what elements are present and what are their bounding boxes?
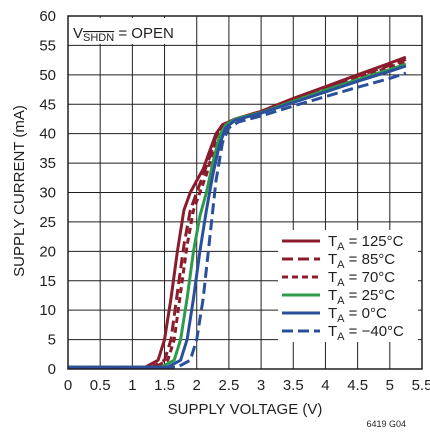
- legend-label-main-0: T: [328, 233, 337, 250]
- series-line-5: [68, 71, 407, 369]
- x-tick-label-11: 5.5: [412, 377, 430, 394]
- y-tick-label-5: 25: [39, 214, 56, 231]
- legend-label-main-4: T: [328, 305, 337, 322]
- y-tick-label-2: 10: [39, 302, 56, 319]
- legend-label-sub-2: A: [337, 277, 345, 289]
- legend-label-4: TA = 0°C: [328, 305, 387, 325]
- y-tick-label-1: 5: [48, 332, 56, 349]
- y-tick-label-6: 30: [39, 185, 56, 202]
- legend-label-1: TA = 85°C: [328, 251, 395, 271]
- y-tick-label-3: 15: [39, 273, 56, 290]
- plot-border: [67, 15, 423, 370]
- legend-label-main-3: T: [328, 287, 337, 304]
- legend-label-rest-4: = 0°C: [345, 305, 387, 322]
- annotation-prefix: V: [73, 25, 83, 42]
- x-tick-label-10: 5: [386, 377, 394, 394]
- legend-label-sub-1: A: [337, 259, 345, 271]
- y-tick-label-9: 45: [39, 96, 56, 113]
- x-tick-label-6: 3: [257, 377, 265, 394]
- legend-label-rest-3: = 25°C: [345, 287, 396, 304]
- legend-label-rest-2: = 70°C: [345, 269, 396, 286]
- figure-id: 6419 G04: [366, 419, 406, 429]
- annotation-background: [69, 18, 195, 44]
- y-tick-label-12: 60: [39, 8, 56, 25]
- x-tick-label-3: 1.5: [154, 377, 175, 394]
- y-tick-label-11: 55: [39, 37, 56, 54]
- annotation-box: VSHDN = OPEN: [69, 18, 195, 44]
- legend-label-main-2: T: [328, 269, 337, 286]
- series-line-4: [68, 64, 407, 369]
- legend-label-3: TA = 25°C: [328, 287, 395, 307]
- plot-frame: [67, 15, 423, 370]
- x-tick-label-0: 0: [64, 377, 72, 394]
- y-tick-label-8: 40: [39, 126, 56, 143]
- legend-label-0: TA = 125°C: [328, 233, 404, 253]
- x-tick-label-4: 2: [193, 377, 201, 394]
- legend-label-sub-3: A: [337, 295, 345, 307]
- y-tick-label-10: 50: [39, 67, 56, 84]
- legend-label-sub-4: A: [337, 313, 345, 325]
- x-tick-label-2: 1: [128, 377, 136, 394]
- legend-label-rest-1: = 85°C: [345, 251, 396, 268]
- x-tick-label-9: 4.5: [347, 377, 368, 394]
- y-tick-label-4: 20: [39, 243, 56, 260]
- legend-label-sub-0: A: [337, 241, 345, 253]
- x-tick-label-1: 0.5: [90, 377, 111, 394]
- legend-background: [278, 230, 418, 342]
- legend-label-main-5: T: [328, 323, 337, 340]
- y-tick-label-0: 0: [48, 361, 56, 378]
- legend: TA = 125°CTA = 85°CTA = 70°CTA = 25°CTA …: [278, 230, 418, 343]
- legend-label-2: TA = 70°C: [328, 269, 395, 289]
- legend-label-5: TA = −40°C: [328, 323, 404, 343]
- legend-label-sub-5: A: [337, 331, 345, 343]
- series-line-3: [68, 62, 407, 369]
- y-tick-label-7: 35: [39, 155, 56, 172]
- x-axis-title: SUPPLY VOLTAGE (V): [168, 401, 323, 418]
- annotation-text: VSHDN = OPEN: [73, 25, 174, 44]
- legend-label-rest-5: = −40°C: [345, 323, 405, 340]
- x-tick-labels: 0 0.5 1 1.5 2 2.5 3 3.5 4 4.5 5 5.5: [64, 377, 430, 394]
- legend-label-rest-0: = 125°C: [345, 233, 404, 250]
- series-line-0: [68, 55, 407, 369]
- x-tick-label-8: 4: [321, 377, 329, 394]
- series-lines: [68, 55, 407, 369]
- y-axis-title: SUPPLY CURRENT (mA): [11, 105, 28, 277]
- x-tick-label-5: 2.5: [218, 377, 239, 394]
- legend-label-main-1: T: [328, 251, 337, 268]
- x-tick-label-7: 3.5: [283, 377, 304, 394]
- annotation-suffix: = OPEN: [114, 25, 174, 42]
- annotation-subscript: SHDN: [83, 32, 114, 44]
- y-tick-labels: 0 5 10 15 20 25 30 35 40 45 50 55 60: [39, 8, 56, 378]
